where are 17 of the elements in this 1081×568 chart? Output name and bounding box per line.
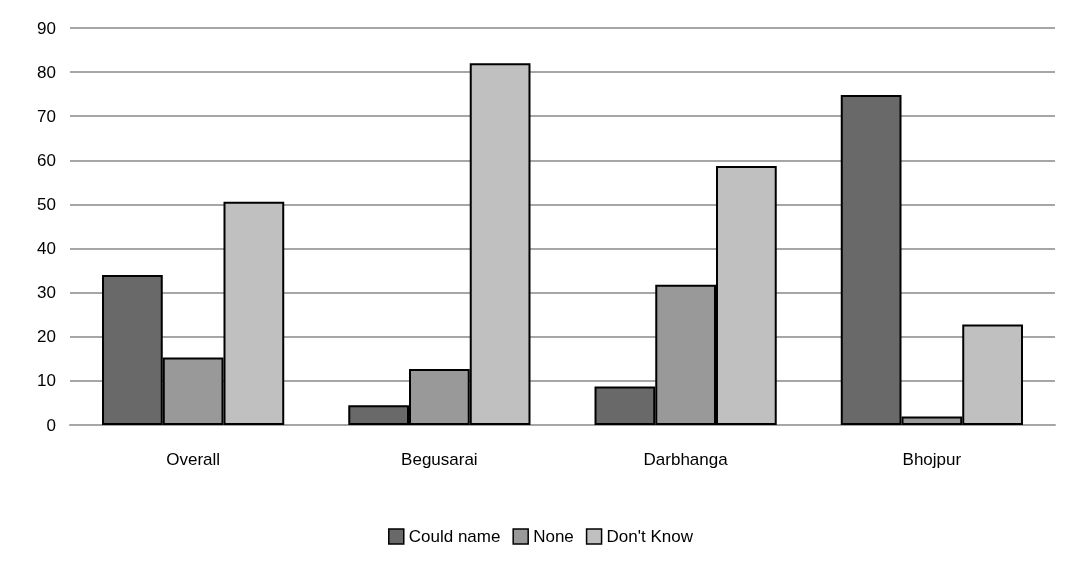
- y-tick-label: 0: [46, 415, 56, 435]
- x-tick-label: Overall: [166, 450, 221, 469]
- x-tick-label: Begusarai: [401, 450, 478, 469]
- y-tick-label: 70: [37, 106, 56, 126]
- y-tick-label: 50: [37, 194, 56, 214]
- y-tick-label: 80: [37, 62, 56, 82]
- y-tick-label: 90: [37, 18, 56, 38]
- legend-label: Could name: [408, 527, 501, 546]
- y-tick-label: 20: [37, 327, 56, 347]
- y-tick-label: 40: [37, 239, 56, 259]
- y-tick-label: 60: [37, 150, 56, 170]
- y-tick-label: 30: [37, 283, 56, 303]
- legend-label: None: [533, 527, 574, 546]
- y-tick-label: 10: [37, 371, 56, 391]
- x-tick-label: Darbhanga: [643, 450, 729, 469]
- legend-label: Don't Know: [606, 527, 694, 546]
- x-tick-label: Bhojpur: [902, 450, 962, 469]
